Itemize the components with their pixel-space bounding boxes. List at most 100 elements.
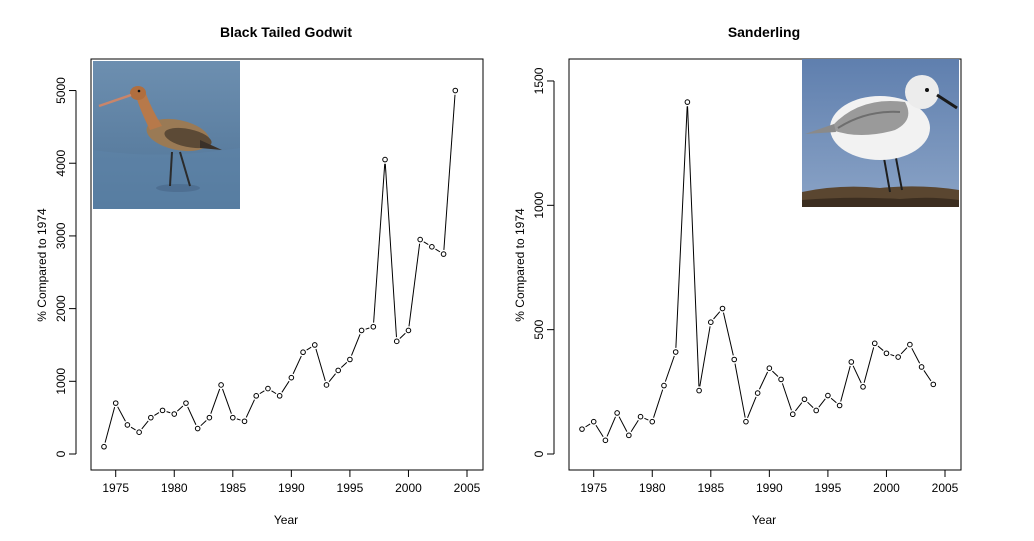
series-line-segment	[830, 397, 837, 404]
data-point	[370, 323, 377, 330]
series-line-segment	[443, 94, 456, 250]
data-point	[112, 400, 119, 406]
godwit-chart-panel: Black Tailed Godwit Year % Compared to 1…	[35, 24, 484, 527]
y-tick-label: 0	[532, 450, 546, 457]
data-point	[895, 354, 901, 360]
data-point	[194, 425, 201, 432]
x-tick-label: 1975	[580, 481, 607, 495]
data-point	[300, 349, 306, 356]
series-line-segment	[328, 373, 336, 382]
data-point	[265, 385, 271, 392]
data-point	[696, 387, 702, 394]
data-point	[206, 414, 213, 421]
data-point	[171, 411, 178, 417]
data-point	[440, 251, 447, 257]
series-line-segment	[722, 312, 734, 356]
series-line-segment	[863, 347, 875, 383]
y-axis: 0 500 1000 1500	[532, 67, 555, 457]
data-point	[136, 429, 142, 435]
series-line-segment	[236, 418, 241, 421]
series-line-segment	[890, 354, 895, 357]
x-tick-label: 1985	[219, 481, 246, 495]
x-tick-label: 2000	[873, 481, 900, 495]
series-line-segment	[911, 348, 921, 364]
series-line-segment	[852, 365, 862, 384]
data-point	[789, 411, 796, 418]
series-line-segment	[877, 345, 884, 351]
series-line-segment	[281, 380, 290, 393]
data-point	[661, 382, 667, 389]
data-point	[860, 384, 866, 390]
data-point	[649, 418, 656, 425]
series-line-segment	[734, 363, 746, 418]
series-line-segment	[699, 326, 711, 387]
series-line-segment	[435, 248, 441, 253]
y-tick-label: 1000	[54, 368, 68, 395]
series-line-segment	[687, 106, 700, 387]
series-line-segment	[772, 370, 779, 377]
data-point	[276, 393, 283, 399]
series-line-segment	[840, 365, 851, 402]
data-point	[393, 338, 400, 345]
series-line-segment	[130, 426, 136, 431]
data-point	[930, 381, 937, 388]
series-line-segment	[747, 396, 757, 418]
series-line-segment	[271, 390, 277, 395]
series-line-segment	[630, 419, 639, 433]
series-line-segment	[306, 346, 312, 351]
x-tick-label: 2000	[395, 481, 422, 495]
series-line-segment	[200, 420, 207, 427]
series-line-segment	[423, 241, 429, 246]
x-tick-label: 2005	[454, 481, 481, 495]
series-line-segment	[166, 411, 171, 414]
series-line-segment	[664, 355, 675, 382]
y-tick-label: 3000	[54, 222, 68, 249]
y-tick-label: 1000	[532, 192, 546, 219]
series-line-segment	[644, 417, 649, 421]
series-line-segment	[713, 311, 721, 320]
series-line-segment	[222, 388, 232, 414]
x-tick-label: 1995	[815, 481, 842, 495]
data-point	[218, 382, 224, 388]
data-point	[288, 374, 295, 381]
data-point	[253, 393, 260, 399]
series-line-segment	[595, 424, 604, 438]
y-tick-label: 1500	[532, 67, 546, 94]
data-point	[708, 319, 714, 325]
series-line-segment	[653, 389, 664, 418]
black-tailed-godwit-photo	[93, 61, 240, 209]
x-tick-label: 1985	[697, 481, 724, 495]
data-point	[124, 422, 131, 428]
data-point	[358, 327, 365, 334]
y-tick-label: 0	[54, 450, 68, 457]
series-layer	[101, 87, 459, 450]
series-line-segment	[187, 406, 197, 425]
x-axis: 1975 1980 1985 1990 1995 2000 2005	[102, 469, 481, 495]
data-point	[159, 407, 166, 414]
data-point	[590, 418, 597, 425]
series-line-segment	[675, 106, 688, 348]
data-point	[836, 402, 843, 409]
data-point	[731, 356, 738, 363]
series-line-segment	[399, 332, 406, 339]
data-point	[871, 340, 878, 347]
series-line-segment	[117, 406, 126, 422]
data-point	[684, 99, 691, 105]
data-point	[743, 418, 749, 425]
x-tick-label: 1975	[102, 481, 129, 495]
series-line-segment	[292, 355, 302, 375]
y-tick-label: 4000	[54, 150, 68, 177]
data-point	[429, 244, 435, 250]
y-tick-label: 5000	[54, 77, 68, 104]
y-tick-label: 2000	[54, 295, 68, 322]
data-point	[417, 236, 423, 243]
series-line-segment	[807, 401, 814, 408]
data-point	[323, 382, 330, 388]
x-axis-label: Year	[274, 513, 298, 527]
series-line-segment	[900, 347, 908, 355]
data-point	[311, 342, 318, 348]
series-layer	[579, 99, 937, 444]
x-axis: 1975 1980 1985 1990 1995 2000 2005	[580, 469, 959, 495]
sanderling-photo	[802, 59, 959, 207]
